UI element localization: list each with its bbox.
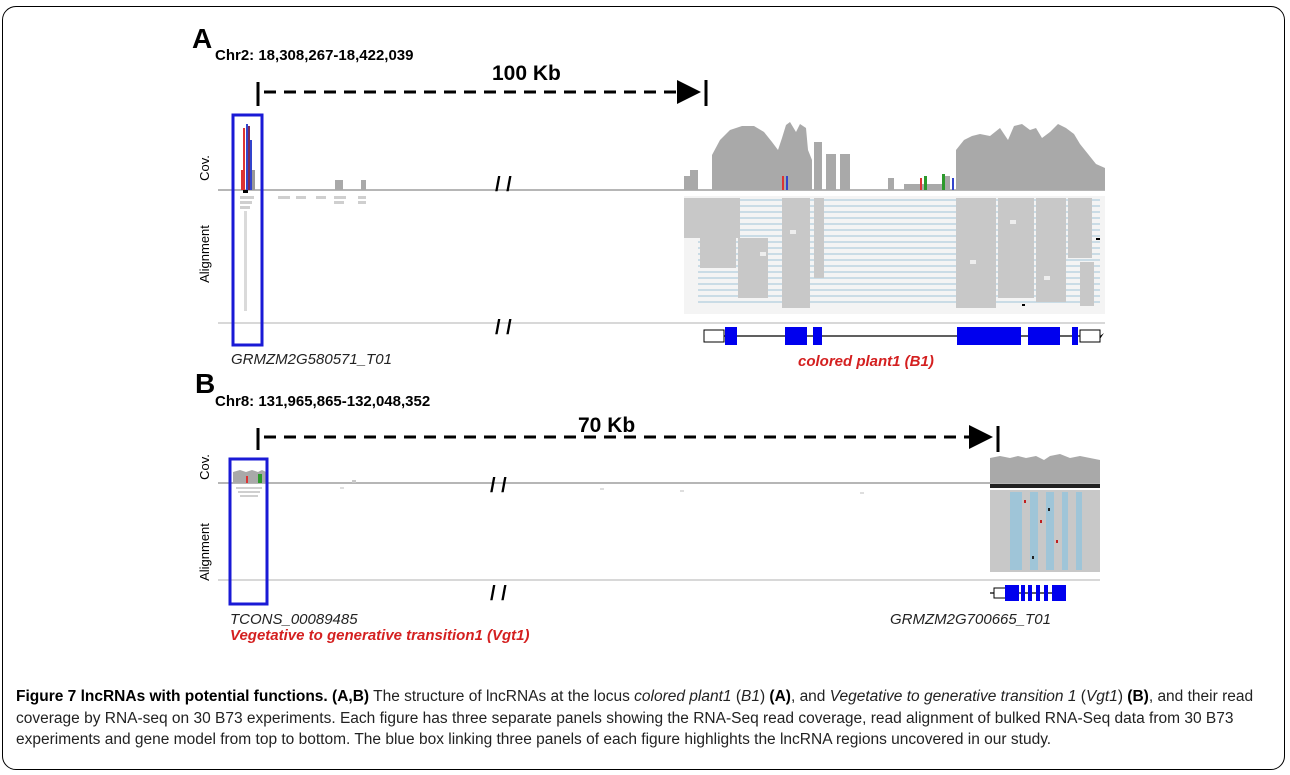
- caption-gene-vgt1-symbol: Vgt1: [1085, 688, 1118, 705]
- panel-b-left-reads: [236, 487, 262, 497]
- panel-a: A Chr2: 18,308,267-18,422,039 100 Kb Cov…: [192, 23, 1105, 370]
- panel-b-scale: 70 Kb: [578, 414, 635, 437]
- panel-a-lncrna-highlight-box: [231, 113, 264, 347]
- caption-text-7: , and their read coverage by RNA-seq on …: [16, 688, 1254, 748]
- panel-a-left-gene-label: GRMZM2G580571_T01: [231, 351, 392, 368]
- figure-caption: Figure 7 lncRNAs with potential function…: [16, 686, 1278, 751]
- panel-b-right-alignment: [990, 490, 1100, 572]
- panel-a-letter: A: [192, 23, 212, 54]
- caption-text-4: , and: [790, 688, 830, 705]
- caption-text-2: (: [731, 688, 741, 705]
- panel-a-right-gene-label: colored plant1 (B1): [798, 353, 934, 370]
- caption-gene-vgt1-name: Vegetative to generative transition 1: [829, 688, 1077, 705]
- panel-b-break-mark-gene: / /: [490, 583, 507, 605]
- caption-text-3: ): [759, 688, 770, 705]
- caption-text-6: ): [1117, 688, 1128, 705]
- caption-ref-a: (A): [769, 688, 791, 705]
- panel-a-coverage-mismatch-marks: [782, 174, 954, 190]
- panel-b-coords: Chr8: 131,965,865-132,048,352: [215, 393, 430, 410]
- caption-label: Figure 7 lncRNAs with potential function…: [16, 688, 328, 705]
- panel-a-coords: Chr2: 18,308,267-18,422,039: [215, 47, 413, 64]
- caption-text-5: (: [1076, 688, 1086, 705]
- panel-a-left-reads: [240, 196, 366, 311]
- figure-7-graphic: A Chr2: 18,308,267-18,422,039 100 Kb Cov…: [192, 23, 1105, 644]
- panel-a-gene-model: [703, 327, 1104, 345]
- caption-gene-b1-name: colored plant1: [634, 688, 732, 705]
- panel-a-left-coverage: [241, 124, 366, 193]
- panel-b-gene-model: [990, 585, 1066, 601]
- panel-b-left-coverage: [233, 470, 356, 483]
- panel-b-scattered-reads: [340, 487, 864, 494]
- panel-b-right-gene-label: GRMZM2G700665_T01: [890, 611, 1051, 628]
- panel-b: B Chr8: 131,965,865-132,048,352 70 Kb Co…: [195, 368, 1100, 644]
- panel-a-alignment-label: Alignment: [197, 225, 212, 283]
- caption-text-1: The structure of lncRNAs at the locus: [369, 688, 635, 705]
- panel-a-cov-label: Cov.: [197, 155, 212, 181]
- panel-b-right-coverage: [990, 454, 1100, 488]
- panel-a-right-alignment: [684, 196, 1105, 314]
- panel-a-scale: 100 Kb: [492, 62, 561, 85]
- caption-gene-b1-symbol: B1: [740, 688, 760, 705]
- panel-b-lncrna-highlight-box: [228, 457, 269, 606]
- panel-b-break-mark-coverage: / /: [490, 475, 507, 497]
- panel-b-alignment-label: Alignment: [197, 523, 212, 581]
- panel-a-break-mark-coverage: / /: [495, 174, 512, 196]
- panel-a-break-mark-gene: / /: [495, 317, 512, 339]
- caption-ref-b: (B): [1127, 688, 1149, 705]
- panel-b-cov-label: Cov.: [197, 454, 212, 480]
- panel-b-left-gene-name: Vegetative to generative transition1 (Vg…: [230, 627, 530, 644]
- panel-a-right-coverage: [684, 122, 1105, 190]
- panel-b-letter: B: [195, 368, 215, 399]
- panel-b-left-gene-label: TCONS_00089485: [230, 611, 358, 628]
- caption-ref-ab: (A,B): [332, 688, 370, 705]
